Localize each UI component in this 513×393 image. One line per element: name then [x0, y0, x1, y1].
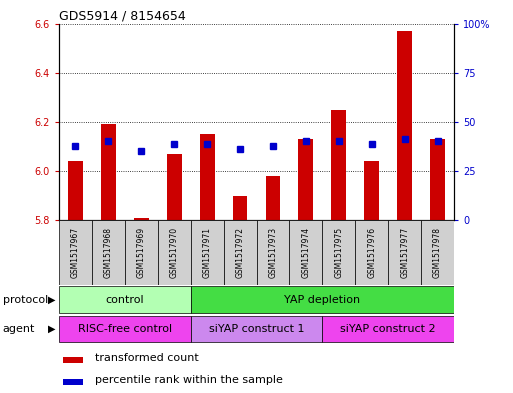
FancyBboxPatch shape — [191, 286, 454, 313]
Bar — [331, 110, 346, 220]
Text: agent: agent — [3, 324, 35, 334]
Bar — [68, 161, 83, 220]
Text: GSM1517971: GSM1517971 — [203, 227, 212, 278]
FancyBboxPatch shape — [191, 316, 322, 342]
Text: percentile rank within the sample: percentile rank within the sample — [94, 375, 283, 385]
Text: siYAP construct 2: siYAP construct 2 — [340, 324, 436, 334]
FancyBboxPatch shape — [59, 316, 191, 342]
FancyBboxPatch shape — [322, 220, 355, 285]
Bar — [200, 134, 214, 220]
Bar — [134, 218, 149, 220]
Text: GSM1517978: GSM1517978 — [433, 227, 442, 278]
Text: GSM1517973: GSM1517973 — [268, 227, 278, 278]
Bar — [397, 31, 412, 220]
Text: transformed count: transformed count — [94, 353, 199, 364]
FancyBboxPatch shape — [92, 220, 125, 285]
Text: GSM1517974: GSM1517974 — [301, 227, 310, 278]
Text: GSM1517976: GSM1517976 — [367, 227, 376, 278]
Text: RISC-free control: RISC-free control — [78, 324, 172, 334]
Text: GSM1517970: GSM1517970 — [170, 227, 179, 278]
Text: GSM1517969: GSM1517969 — [137, 227, 146, 278]
FancyBboxPatch shape — [421, 220, 454, 285]
Text: YAP depletion: YAP depletion — [284, 295, 361, 305]
Bar — [232, 195, 247, 220]
FancyBboxPatch shape — [289, 220, 322, 285]
Bar — [430, 139, 445, 220]
Text: GSM1517977: GSM1517977 — [400, 227, 409, 278]
FancyBboxPatch shape — [355, 220, 388, 285]
Text: siYAP construct 1: siYAP construct 1 — [209, 324, 304, 334]
FancyBboxPatch shape — [191, 220, 224, 285]
Bar — [101, 124, 116, 220]
FancyBboxPatch shape — [158, 220, 191, 285]
FancyBboxPatch shape — [59, 220, 92, 285]
Bar — [167, 154, 182, 220]
FancyBboxPatch shape — [322, 316, 454, 342]
Text: protocol: protocol — [3, 295, 48, 305]
Text: GDS5914 / 8154654: GDS5914 / 8154654 — [59, 9, 186, 22]
Text: ▶: ▶ — [48, 295, 55, 305]
FancyBboxPatch shape — [59, 286, 191, 313]
FancyBboxPatch shape — [256, 220, 289, 285]
Bar — [299, 139, 313, 220]
Bar — [63, 379, 83, 384]
Text: GSM1517972: GSM1517972 — [235, 227, 245, 278]
FancyBboxPatch shape — [224, 220, 256, 285]
Bar — [364, 161, 379, 220]
FancyBboxPatch shape — [125, 220, 158, 285]
Text: GSM1517975: GSM1517975 — [334, 227, 343, 278]
Text: ▶: ▶ — [48, 324, 55, 334]
FancyBboxPatch shape — [388, 220, 421, 285]
Text: control: control — [106, 295, 144, 305]
Bar — [63, 358, 83, 363]
Text: GSM1517968: GSM1517968 — [104, 227, 113, 278]
Bar — [266, 176, 281, 220]
Text: GSM1517967: GSM1517967 — [71, 227, 80, 278]
